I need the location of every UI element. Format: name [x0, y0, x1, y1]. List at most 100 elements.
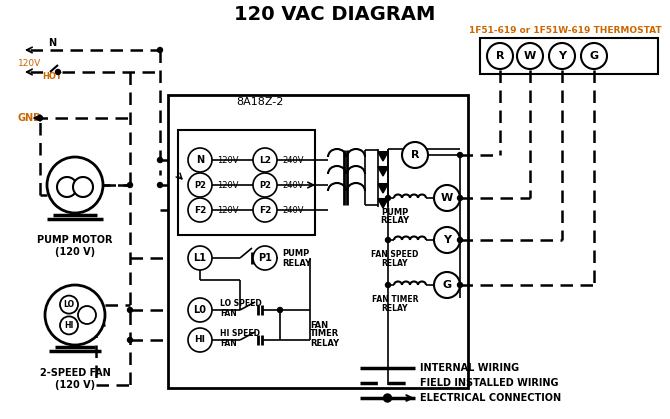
Text: RELAY: RELAY	[381, 216, 409, 225]
Circle shape	[60, 316, 78, 334]
Polygon shape	[378, 184, 388, 193]
Bar	[480, 38, 658, 74]
Text: P2: P2	[194, 181, 206, 189]
Text: RELAY: RELAY	[310, 339, 339, 347]
Circle shape	[73, 177, 93, 197]
Text: FIELD INSTALLED WIRING: FIELD INSTALLED WIRING	[420, 378, 559, 388]
Text: G: G	[590, 51, 598, 61]
Circle shape	[253, 198, 277, 222]
Circle shape	[157, 47, 163, 52]
Text: 120V: 120V	[217, 205, 239, 215]
Text: RELAY: RELAY	[282, 259, 311, 267]
Text: F2: F2	[194, 205, 206, 215]
Circle shape	[385, 282, 391, 287]
Text: P1: P1	[258, 253, 272, 263]
Circle shape	[458, 153, 462, 158]
Text: FAN: FAN	[220, 308, 237, 318]
Circle shape	[253, 173, 277, 197]
Text: 120 VAC DIAGRAM: 120 VAC DIAGRAM	[234, 5, 436, 23]
Circle shape	[385, 238, 391, 243]
Text: 120V: 120V	[217, 155, 239, 165]
Text: L0: L0	[194, 305, 206, 315]
Bar	[178, 130, 315, 235]
Circle shape	[458, 238, 462, 243]
Text: 120V: 120V	[217, 181, 239, 189]
Text: N: N	[196, 155, 204, 165]
Text: R: R	[411, 150, 419, 160]
Circle shape	[47, 157, 103, 213]
Polygon shape	[378, 152, 388, 161]
Polygon shape	[378, 167, 388, 176]
Text: LO: LO	[64, 300, 74, 309]
Circle shape	[38, 116, 42, 121]
Circle shape	[383, 394, 391, 402]
Text: 1F51-619 or 1F51W-619 THERMOSTAT: 1F51-619 or 1F51W-619 THERMOSTAT	[469, 26, 661, 34]
Text: Y: Y	[443, 235, 451, 245]
Circle shape	[385, 196, 391, 201]
Circle shape	[127, 183, 133, 187]
Text: HI: HI	[194, 336, 206, 344]
Text: GND: GND	[18, 113, 42, 123]
Circle shape	[188, 173, 212, 197]
Circle shape	[57, 177, 77, 197]
Bar	[168, 95, 468, 388]
Circle shape	[188, 298, 212, 322]
Circle shape	[56, 70, 60, 75]
Text: PUMP MOTOR
(120 V): PUMP MOTOR (120 V)	[38, 235, 113, 256]
Circle shape	[434, 272, 460, 298]
Circle shape	[188, 148, 212, 172]
Circle shape	[188, 198, 212, 222]
Circle shape	[434, 185, 460, 211]
Circle shape	[127, 337, 133, 342]
Circle shape	[549, 43, 575, 69]
Text: PUMP: PUMP	[282, 248, 310, 258]
Text: R: R	[496, 51, 505, 61]
Text: 240V: 240V	[282, 205, 304, 215]
Circle shape	[517, 43, 543, 69]
Text: P2: P2	[259, 181, 271, 189]
Text: W: W	[441, 193, 453, 203]
Text: COM: COM	[49, 305, 70, 315]
Text: 240V: 240V	[282, 181, 304, 189]
Circle shape	[157, 158, 163, 163]
Text: INTERNAL WIRING: INTERNAL WIRING	[420, 363, 519, 373]
Text: FAN: FAN	[220, 339, 237, 347]
Circle shape	[458, 282, 462, 287]
Text: FAN SPEED: FAN SPEED	[371, 250, 419, 259]
Polygon shape	[378, 199, 388, 208]
Text: RELAY: RELAY	[382, 304, 408, 313]
Text: 240V: 240V	[282, 155, 304, 165]
Text: TIMER: TIMER	[310, 329, 339, 339]
Text: ELECTRICAL CONNECTION: ELECTRICAL CONNECTION	[420, 393, 561, 403]
Text: PUMP: PUMP	[381, 208, 409, 217]
Circle shape	[487, 43, 513, 69]
Text: 8A18Z-2: 8A18Z-2	[237, 97, 283, 107]
Circle shape	[277, 308, 283, 313]
Circle shape	[78, 306, 96, 324]
Text: Y: Y	[558, 51, 566, 61]
Text: W: W	[524, 51, 536, 61]
Text: HI SPEED: HI SPEED	[220, 328, 260, 337]
Circle shape	[253, 246, 277, 270]
Text: HOT: HOT	[42, 72, 62, 80]
Text: FAN: FAN	[310, 321, 328, 329]
Text: G: G	[442, 280, 452, 290]
Circle shape	[402, 142, 428, 168]
Text: 120V: 120V	[18, 59, 42, 67]
Text: F2: F2	[259, 205, 271, 215]
Circle shape	[581, 43, 607, 69]
Text: LO SPEED: LO SPEED	[220, 298, 262, 308]
Circle shape	[188, 328, 212, 352]
Text: RELAY: RELAY	[382, 259, 408, 268]
Text: L1: L1	[194, 253, 206, 263]
Text: 2-SPEED FAN
(120 V): 2-SPEED FAN (120 V)	[40, 368, 111, 390]
Circle shape	[45, 285, 105, 345]
Text: N: N	[48, 38, 56, 48]
Text: HI: HI	[64, 321, 74, 330]
Circle shape	[434, 227, 460, 253]
Circle shape	[253, 148, 277, 172]
Circle shape	[60, 296, 78, 313]
Text: FAN TIMER: FAN TIMER	[372, 295, 418, 304]
Text: L2: L2	[259, 155, 271, 165]
Circle shape	[127, 308, 133, 313]
